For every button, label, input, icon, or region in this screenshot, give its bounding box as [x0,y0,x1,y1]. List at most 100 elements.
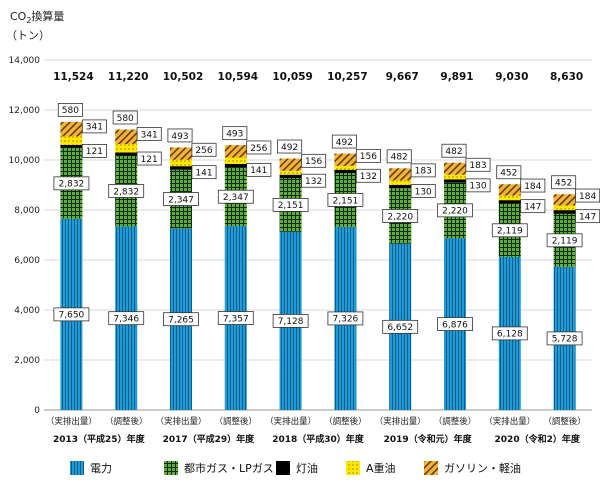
label-gas: 2,220 [437,203,473,218]
group-label: 2017（平成29）年度 [163,433,256,445]
label-a-oil-text: 156 [360,152,377,162]
label-a-oil-box [355,148,381,163]
label-gasoline-text: 493 [171,132,188,142]
y-tick-label: 2,000 [14,356,40,366]
legend-item: A重油 [346,461,396,475]
label-kerosene-box [191,165,217,180]
legend-label: 電力 [90,462,112,475]
label-electricity-text: 7,326 [333,315,359,325]
bar-segment-diagonal [60,121,83,137]
category-label: （実排出量） [46,416,97,427]
label-gasoline-text: 580 [62,106,79,116]
label-kerosene-box [520,199,546,214]
label-gas-box [108,184,145,198]
label-a-oil: 184 [575,188,600,203]
label-kerosene-box [355,168,381,183]
label-a-oil: 341 [136,127,162,141]
bar-segment-diagonal [444,162,466,175]
label-electricity-text: 6,876 [442,320,468,330]
y-axis-ticks: 0 2,000 4,000 6,000 8,000 10,000 12,000 14,000 [9,56,41,416]
legend-label: ガソリン・軽油 [444,461,521,475]
label-kerosene: 132 [301,173,327,188]
bar-segment-solid [224,163,247,168]
bar-segment-solid [334,169,357,174]
label-electricity-text: 7,128 [278,317,304,327]
segment-labels: 7,650 2,832 121 341 580 7,346 2,832 121 341 580 7,… [53,103,600,346]
bar-segment-solid [444,179,466,183]
label-gasoline: 580 [112,110,138,125]
label-gasoline: 452 [551,175,577,190]
total-label: 8,630 [550,71,583,83]
label-a-oil: 256 [191,142,217,157]
group-label: 2019（令和元）年度 [384,433,473,445]
label-gasoline-box [496,165,522,180]
label-gasoline-box [222,126,248,141]
y-tick-label: 4,000 [14,306,40,316]
total-label: 9,667 [386,71,419,83]
group-labels: 2013（平成25）年度 2017（平成29）年度 2018（平成30）年度 2019… [53,433,581,445]
bar-segment-dots [170,159,192,167]
bar-segment-solid [389,184,412,189]
label-electricity: 7,650 [53,307,90,322]
label-a-oil-box [246,140,272,155]
label-kerosene-box [410,184,436,198]
bar-segment-diagonal [115,129,138,144]
category-label: （実排出量） [265,416,316,427]
bar-segment-dots [553,205,576,211]
bar-segment-solid [279,174,302,179]
y-tick-label: 0 [34,406,40,416]
total-label: 11,524 [53,71,94,83]
label-a-oil-box [410,163,436,178]
label-a-oil-text: 183 [469,161,486,171]
total-labels: 11,524 11,220 10,502 10,594 10,059 10,257 9,66… [53,71,583,83]
label-kerosene-text: 141 [250,166,267,176]
label-electricity: 7,265 [163,312,199,327]
label-a-oil-text: 256 [195,146,212,156]
label-a-oil-box [301,153,327,168]
label-kerosene: 132 [355,168,381,183]
label-electricity-box [327,311,364,326]
label-electricity: 7,128 [272,313,309,328]
label-gasoline: 493 [167,128,193,143]
label-a-oil-text: 341 [86,123,103,133]
label-a-oil-text: 341 [141,130,158,140]
category-label: （実排出量） [484,416,535,427]
label-gasoline-box [167,128,193,143]
label-gas-text: 2,347 [223,193,249,203]
label-gasoline: 452 [496,165,522,180]
total-label: 9,030 [495,71,528,83]
bar-segment-solid [498,200,521,204]
legend: 電力 都市ガス・LPガス 灯油 A重油 ガソリン・軽油 [70,461,521,475]
label-gas-text: 2,832 [59,180,85,190]
label-electricity: 5,728 [546,331,583,346]
label-gas-box [546,233,583,248]
category-label: （実排出量） [155,416,206,427]
label-gasoline-box [331,134,357,149]
bar-segment-dots [224,157,247,164]
label-kerosene-box [136,151,162,166]
label-gasoline-box [441,143,467,158]
y-tick-label: 14,000 [9,56,41,66]
label-gas-box [163,192,199,206]
y-axis-title-line1: CO2換算量 [10,9,64,25]
label-gas-box [382,209,419,223]
label-gas-text: 2,220 [387,212,413,222]
bar-segment-diagonal [334,153,357,166]
label-gas: 2,119 [546,233,583,248]
label-electricity-box [546,331,583,346]
label-a-oil: 256 [246,140,272,155]
bar-segment-dots [389,180,412,185]
label-gasoline: 482 [441,143,467,158]
label-gasoline-text: 482 [445,147,462,157]
label-gas-text: 2,119 [552,237,578,247]
label-electricity-text: 6,128 [497,330,523,340]
group-label: 2018（平成30）年度 [272,433,365,445]
y-axis-title: CO2換算量 （トン） [6,9,64,42]
label-electricity: 6,876 [437,317,473,331]
category-label: （調整後） [434,416,477,427]
bar-segment-solid [60,144,83,148]
group-label: 2013（平成25）年度 [53,433,146,445]
label-kerosene-box [246,162,272,177]
label-kerosene: 147 [520,199,546,214]
